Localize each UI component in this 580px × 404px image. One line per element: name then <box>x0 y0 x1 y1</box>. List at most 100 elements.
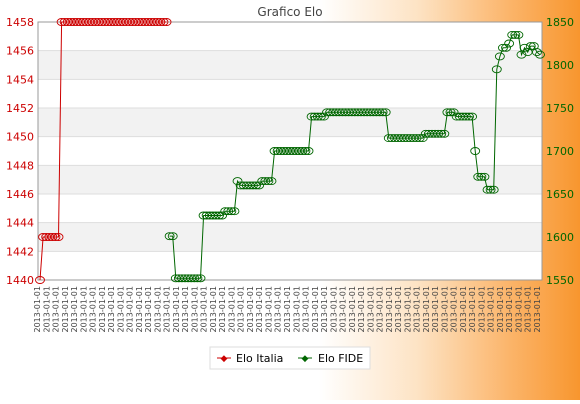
legend-label-italia: Elo Italia <box>236 352 283 365</box>
x-axis-tick-label: 2013-01-01 <box>70 286 79 333</box>
x-axis-tick-label: 2013-01-01 <box>33 286 42 333</box>
left-axis-tick-label: 1450 <box>6 131 34 144</box>
grid-band <box>38 222 542 252</box>
data-point <box>53 233 64 241</box>
left-axis-tick-label: 1442 <box>6 245 34 258</box>
data-point <box>263 177 274 186</box>
x-axis-tick-label: 2013-01-01 <box>524 286 533 333</box>
x-axis-tick-label: 2013-01-01 <box>385 286 394 333</box>
plot-border <box>37 21 543 281</box>
x-axis-tick-label: 2013-01-01 <box>181 286 190 333</box>
data-point <box>467 112 478 121</box>
x-axis-tick-label: 2013-01-01 <box>209 286 218 333</box>
data-point <box>192 274 203 283</box>
data-point <box>501 43 511 52</box>
data-point <box>47 233 58 241</box>
grid-band <box>38 165 542 194</box>
right-axis-tick-label: 1850 <box>546 16 574 29</box>
right-axis-tick-label: 1650 <box>546 188 574 201</box>
x-axis-tick-label: 2013-01-01 <box>440 286 449 333</box>
x-axis-tick-label: 2013-01-01 <box>413 286 422 333</box>
data-point <box>155 18 166 26</box>
legend: ◆ Elo Italia ◆ Elo FIDE <box>209 346 371 370</box>
x-axis-tick-label: 2013-01-01 <box>394 286 403 333</box>
x-axis-tick-label: 2013-01-01 <box>153 286 162 333</box>
x-axis-tick-label: 2013-01-01 <box>98 286 107 333</box>
data-point <box>525 42 536 51</box>
right-axis-tick-label: 1600 <box>546 231 574 244</box>
data-point <box>35 276 45 284</box>
grid-band <box>38 108 542 137</box>
right-axis-tick-label: 1550 <box>546 274 574 287</box>
x-axis-tick-label: 2013-01-01 <box>246 286 255 333</box>
data-point <box>507 30 518 39</box>
data-point <box>417 134 428 143</box>
data-point <box>217 211 228 220</box>
left-axis-tick-label: 1444 <box>6 217 34 230</box>
x-axis-tick-label: 2013-01-01 <box>311 286 320 333</box>
left-axis-tick-label: 1446 <box>6 188 34 201</box>
data-point <box>161 18 172 26</box>
x-axis-tick-label: 2013-01-01 <box>107 286 116 333</box>
data-point <box>164 232 175 241</box>
left-axis-tick-label: 1440 <box>6 274 34 287</box>
x-axis-tick-label: 2013-01-01 <box>79 286 88 333</box>
data-point <box>254 181 265 190</box>
x-axis-tick-label: 2013-01-01 <box>144 286 153 333</box>
data-point <box>377 108 388 117</box>
series-line <box>169 34 541 279</box>
left-axis-tick-label: 1454 <box>6 73 34 86</box>
data-point <box>445 108 456 117</box>
x-axis-tick-label: 2013-01-01 <box>52 286 61 333</box>
data-point <box>374 108 385 117</box>
right-axis-tick-label: 1800 <box>546 59 574 72</box>
data-point <box>473 172 484 181</box>
data-point <box>297 147 308 155</box>
data-point <box>214 211 224 220</box>
x-axis-tick-label: 2013-01-01 <box>431 286 440 333</box>
data-point <box>303 147 314 155</box>
x-axis-tick-label: 2013-01-01 <box>487 286 496 333</box>
data-point <box>248 181 258 190</box>
data-point <box>442 108 453 117</box>
data-point <box>315 112 326 121</box>
x-axis-tick-label: 2013-01-01 <box>172 286 181 333</box>
data-point <box>210 211 221 220</box>
x-axis-tick-label: 2013-01-01 <box>339 286 348 333</box>
data-point <box>226 207 237 216</box>
data-point <box>411 134 422 143</box>
data-point <box>260 177 271 186</box>
x-axis-tick-label: 2013-01-01 <box>459 286 468 333</box>
x-axis-tick-label: 2013-01-01 <box>200 286 209 333</box>
data-point <box>300 147 311 155</box>
data-point <box>470 147 481 155</box>
x-axis-tick-label: 2013-01-01 <box>403 286 412 333</box>
x-axis-tick-label: 2013-01-01 <box>126 286 135 333</box>
x-axis-tick-label: 2013-01-01 <box>477 286 486 333</box>
data-point <box>251 181 261 190</box>
legend-swatch-italia-marker: ◆ <box>221 354 228 364</box>
chart-title: Grafico Elo <box>257 5 322 19</box>
data-point <box>436 129 447 138</box>
data-point <box>476 172 487 181</box>
data-point <box>531 48 542 57</box>
data-point <box>516 50 527 59</box>
data-point <box>50 233 61 241</box>
data-point <box>232 177 243 186</box>
legend-label-fide: Elo FIDE <box>318 352 363 365</box>
data-point <box>189 274 200 283</box>
x-axis-tick-label: 2013-01-01 <box>116 286 125 333</box>
data-point <box>195 274 206 283</box>
data-point <box>535 50 545 59</box>
data-point <box>319 112 329 121</box>
data-point <box>448 108 459 117</box>
x-axis-tick-label: 2013-01-01 <box>357 286 366 333</box>
data-point <box>494 52 505 61</box>
right-axis-tick-label: 1700 <box>546 145 574 158</box>
x-axis-tick-label: 2013-01-01 <box>283 286 292 333</box>
data-point <box>513 30 524 39</box>
data-point <box>158 18 169 26</box>
data-point <box>312 112 323 121</box>
